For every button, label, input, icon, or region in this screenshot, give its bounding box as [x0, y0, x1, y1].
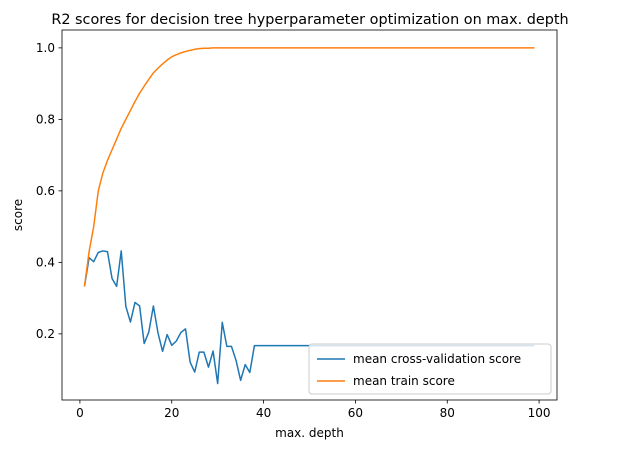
x-tick-label: 100 [528, 406, 551, 420]
series-line-1 [83, 47, 535, 287]
legend-box [308, 343, 552, 395]
y-tick-label: 0.6 [36, 184, 55, 198]
legend-label: mean cross-validation score [353, 352, 521, 366]
x-axis-ticks: 0 20 40 60 80 100 [76, 400, 551, 420]
legend: mean cross-validation score mean train sc… [308, 343, 552, 395]
y-tick-label: 0.8 [36, 112, 55, 126]
y-tick-label: 0.2 [36, 327, 55, 341]
axes-frame [61, 29, 558, 401]
x-tick-label: 80 [440, 406, 455, 420]
y-tick-label: 1.0 [36, 41, 55, 55]
x-tick-label: 0 [76, 406, 84, 420]
y-axis-label: score [11, 199, 25, 231]
x-axis-label: max. depth [275, 426, 344, 440]
x-tick-label: 20 [164, 406, 179, 420]
chart-title: R2 scores for decision tree hyperparamet… [51, 12, 568, 28]
legend-label: mean train score [353, 374, 455, 388]
x-tick-label: 40 [256, 406, 271, 420]
y-axis-ticks: 0.2 0.4 0.6 0.8 1.0 [36, 41, 62, 341]
series-layer [83, 47, 535, 385]
x-tick-label: 60 [348, 406, 363, 420]
y-tick-label: 0.4 [36, 255, 55, 269]
